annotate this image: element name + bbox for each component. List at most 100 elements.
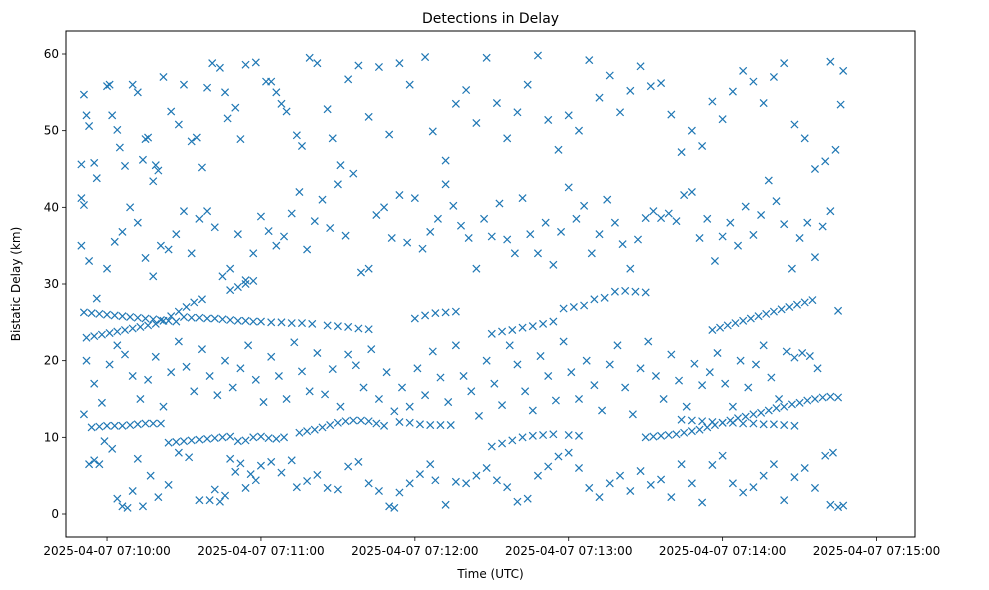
- data-point: [374, 394, 383, 404]
- data-point: [146, 471, 155, 480]
- data-point: [395, 59, 404, 68]
- marker-stroke: [426, 421, 435, 430]
- marker-stroke: [87, 423, 96, 432]
- data-point: [185, 453, 194, 462]
- data-point: [236, 364, 245, 373]
- data-point: [792, 300, 802, 309]
- marker-stroke: [533, 51, 542, 60]
- data-point: [646, 480, 655, 489]
- marker-stroke: [782, 347, 791, 356]
- marker-stroke: [490, 379, 499, 388]
- data-point: [372, 419, 381, 428]
- data-point: [390, 503, 399, 512]
- marker-stroke: [769, 72, 778, 82]
- data-point: [221, 491, 230, 500]
- data-point: [564, 431, 573, 440]
- data-point: [195, 496, 204, 505]
- marker-stroke: [223, 114, 232, 123]
- marker-stroke: [126, 203, 135, 212]
- data-point: [395, 417, 404, 427]
- marker-stroke: [174, 448, 183, 457]
- data-point: [523, 494, 532, 503]
- data-point: [513, 108, 522, 117]
- x-tick-label: 2025-04-07 07:12:00: [351, 544, 478, 558]
- data-point: [182, 302, 191, 312]
- marker-stroke: [459, 371, 468, 381]
- data-point: [282, 107, 291, 116]
- marker-stroke: [303, 477, 312, 486]
- data-point: [764, 406, 773, 415]
- data-point: [582, 356, 591, 365]
- data-point: [749, 230, 758, 239]
- marker-stroke: [100, 437, 109, 446]
- marker-stroke: [574, 463, 584, 473]
- data-point: [574, 463, 584, 473]
- data-point: [144, 133, 153, 142]
- marker-stroke: [77, 160, 86, 169]
- marker-stroke: [772, 197, 781, 206]
- marker-stroke: [144, 133, 153, 142]
- marker-stroke: [513, 360, 522, 369]
- marker-stroke: [790, 353, 799, 362]
- data-point: [203, 207, 212, 216]
- marker-stroke: [451, 307, 460, 316]
- marker-stroke: [810, 164, 819, 174]
- marker-stroke: [544, 115, 553, 124]
- data-point: [472, 471, 481, 480]
- data-point: [780, 59, 789, 68]
- marker-stroke: [126, 421, 135, 430]
- marker-stroke: [728, 402, 737, 411]
- data-point: [95, 422, 104, 431]
- marker-stroke: [441, 500, 450, 509]
- data-point: [156, 419, 165, 428]
- marker-stroke: [79, 410, 88, 419]
- data-point: [323, 483, 332, 492]
- data-point: [585, 483, 594, 492]
- data-point: [159, 402, 168, 411]
- data-point: [77, 160, 86, 169]
- marker-stroke: [85, 460, 94, 469]
- data-point: [292, 483, 301, 492]
- marker-stroke: [120, 350, 130, 359]
- marker-stroke: [626, 264, 635, 273]
- data-point: [187, 436, 196, 445]
- data-point: [554, 452, 563, 461]
- data-point: [313, 470, 322, 479]
- marker-stroke: [808, 296, 817, 305]
- marker-stroke: [372, 210, 381, 220]
- marker-stroke: [133, 88, 142, 97]
- data-point: [295, 187, 304, 197]
- marker-stroke: [395, 191, 404, 200]
- marker-stroke: [803, 396, 812, 405]
- marker-stroke: [241, 483, 250, 492]
- marker-stroke: [149, 419, 158, 428]
- data-point: [590, 381, 599, 390]
- data-point: [205, 371, 214, 381]
- data-point: [741, 412, 750, 421]
- marker-stroke: [528, 322, 537, 331]
- data-point: [810, 253, 819, 262]
- data-point: [364, 112, 373, 121]
- y-tick-label: 50: [44, 124, 59, 138]
- marker-stroke: [249, 276, 258, 285]
- marker-stroke: [503, 235, 512, 244]
- data-point: [580, 301, 589, 310]
- marker-stroke: [518, 194, 527, 203]
- marker-stroke: [221, 491, 230, 500]
- data-point: [149, 177, 158, 186]
- marker-stroke: [415, 420, 424, 429]
- data-point: [834, 306, 843, 315]
- marker-stroke: [233, 283, 242, 292]
- marker-stroke: [441, 308, 450, 317]
- data-point: [79, 90, 88, 99]
- marker-stroke: [292, 131, 301, 140]
- data-point: [598, 406, 607, 415]
- data-point: [344, 75, 353, 84]
- marker-stroke: [236, 459, 245, 468]
- data-point: [728, 87, 737, 96]
- data-point: [195, 214, 204, 223]
- data-point: [354, 324, 363, 333]
- data-point: [303, 427, 312, 436]
- data-point: [657, 79, 666, 88]
